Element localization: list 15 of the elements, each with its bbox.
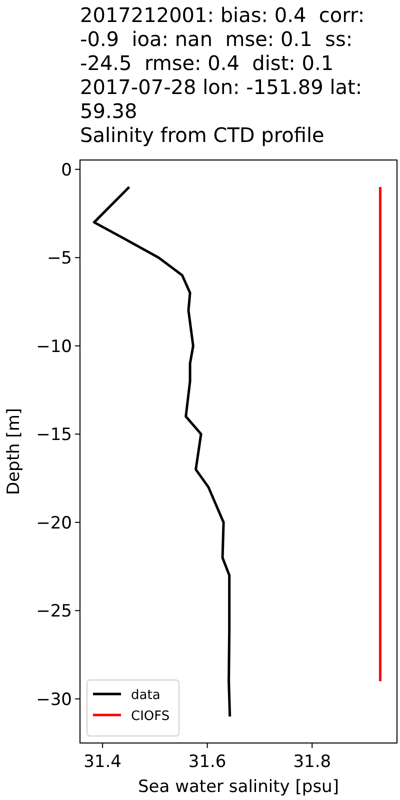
x-tick-label: 31.8	[293, 752, 332, 772]
y-axis-title: Depth [m]	[4, 408, 24, 496]
y-tick-label: −25	[36, 602, 72, 622]
y-tick-label: −30	[36, 690, 72, 710]
legend-label: data	[131, 688, 160, 703]
y-tick-label: −5	[46, 248, 72, 269]
chart-title: 2017212001: bias: 0.4 corr: -0.9 ioa: nan mse: 0.1 ss: -24.5 rmse: 0.4 dist: 0.1 2017-07-28 lon: -151.89 lat: 59.38 Salinity from CTD profile	[80, 3, 365, 147]
legend-label: CIOFS	[131, 709, 170, 724]
y-tick-label: −15	[36, 425, 72, 446]
y-tick-label: 0	[61, 160, 72, 180]
y-tick-label: −10	[36, 336, 72, 357]
x-tick-label: 31.4	[84, 752, 122, 772]
x-axis-title: Sea water salinity [psu]	[138, 777, 339, 797]
y-tick-label: −20	[36, 513, 72, 534]
x-tick-label: 31.6	[188, 752, 226, 772]
